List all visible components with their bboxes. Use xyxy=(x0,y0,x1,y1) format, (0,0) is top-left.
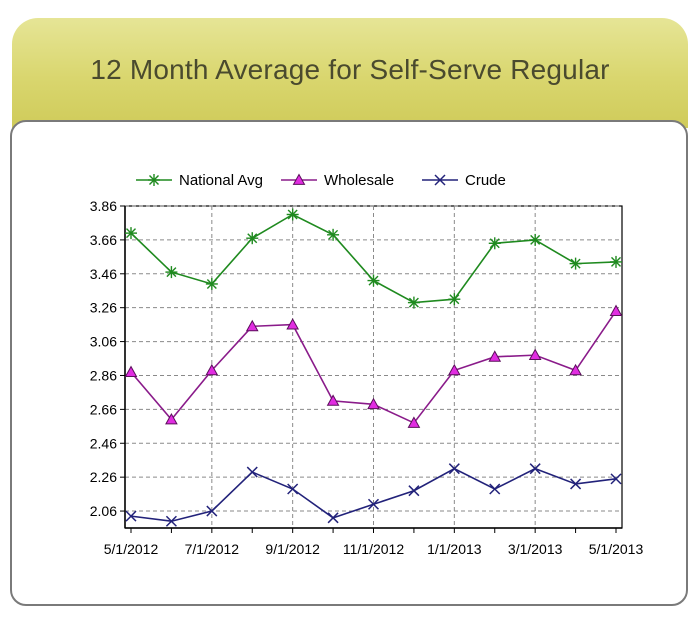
data-point-wholesale xyxy=(245,319,259,332)
chart-panel xyxy=(10,120,688,606)
header-banner: 12 Month Average for Self-Serve Regular xyxy=(12,18,688,128)
data-point-wholesale xyxy=(286,318,300,330)
data-point-national-avg xyxy=(246,232,259,245)
data-point-national-avg xyxy=(327,228,340,241)
data-point-wholesale xyxy=(205,363,219,376)
data-point-wholesale xyxy=(124,365,138,377)
data-point-wholesale xyxy=(569,363,582,376)
page-title: 12 Month Average for Self-Serve Regular xyxy=(90,54,610,85)
legend-label: National Avg xyxy=(179,172,263,189)
x-tick-label: 7/1/2012 xyxy=(185,541,240,557)
data-point-wholesale xyxy=(326,394,340,406)
data-point-wholesale xyxy=(609,304,623,316)
legend-item-wholesale: Wholesale xyxy=(281,172,394,189)
data-point-crude xyxy=(448,463,460,475)
data-point-crude xyxy=(610,473,622,485)
legend-item-crude: Crude xyxy=(422,172,506,189)
data-point-wholesale xyxy=(447,363,461,376)
data-point-national-avg xyxy=(448,293,461,306)
x-tick-label: 11/1/2012 xyxy=(343,541,404,557)
y-tick-label: 2.26 xyxy=(90,469,117,485)
legend-marker xyxy=(434,174,446,186)
data-point-crude xyxy=(327,512,339,524)
y-tick-label: 2.86 xyxy=(90,367,117,383)
data-point-crude xyxy=(165,515,177,527)
data-point-crude xyxy=(489,483,501,495)
y-tick-label: 3.06 xyxy=(90,334,117,350)
grid-layer xyxy=(124,205,623,529)
legend: National Avg Wholesale Crude xyxy=(136,172,506,189)
data-point-national-avg xyxy=(569,257,582,270)
y-tick-label: 2.06 xyxy=(90,503,117,519)
data-point-crude xyxy=(206,505,218,517)
legend-marker xyxy=(292,173,306,185)
data-point-national-avg xyxy=(407,296,420,309)
data-point-crude xyxy=(529,463,541,475)
y-tick-label: 3.26 xyxy=(90,300,117,316)
data-point-wholesale xyxy=(528,348,542,361)
data-point-crude xyxy=(246,466,258,478)
legend-item-national-avg: National Avg xyxy=(136,172,263,189)
data-point-wholesale xyxy=(488,350,502,362)
y-tick-label: 2.46 xyxy=(90,435,117,451)
data-point-crude xyxy=(125,510,137,522)
y-tick-label: 3.86 xyxy=(90,198,117,214)
x-tick-label: 9/1/2012 xyxy=(265,541,320,557)
data-point-wholesale xyxy=(407,416,421,428)
axis-layer: 3.86 3.66 3.46 3.26 3.06 2.86 2.66 2.46 2.26 2.06… xyxy=(90,198,644,557)
data-point-national-avg xyxy=(125,227,137,240)
data-point-crude xyxy=(570,478,582,490)
data-point-crude xyxy=(408,485,420,497)
data-point-crude xyxy=(367,498,380,510)
data-point-wholesale xyxy=(165,413,178,425)
y-tick-label: 3.66 xyxy=(90,232,117,248)
data-point-wholesale xyxy=(367,397,380,410)
y-tick-label: 3.46 xyxy=(90,266,117,282)
series-layer xyxy=(124,208,623,527)
data-point-national-avg xyxy=(610,255,622,268)
data-point-national-avg xyxy=(488,237,501,250)
x-tick-label: 5/1/2013 xyxy=(589,541,644,557)
x-tick-label: 1/1/2013 xyxy=(427,541,482,557)
data-point-national-avg xyxy=(286,208,299,221)
data-point-crude xyxy=(287,483,299,495)
x-tick-label: 3/1/2013 xyxy=(508,541,563,557)
data-point-national-avg xyxy=(205,277,218,290)
legend-label: Wholesale xyxy=(324,172,394,189)
data-point-national-avg xyxy=(165,266,178,279)
data-point-national-avg xyxy=(367,274,380,287)
y-tick-label: 2.66 xyxy=(90,401,117,417)
legend-label: Crude xyxy=(465,172,506,189)
x-tick-label: 5/1/2012 xyxy=(104,541,159,557)
data-point-national-avg xyxy=(529,233,542,246)
legend-marker xyxy=(148,174,160,186)
